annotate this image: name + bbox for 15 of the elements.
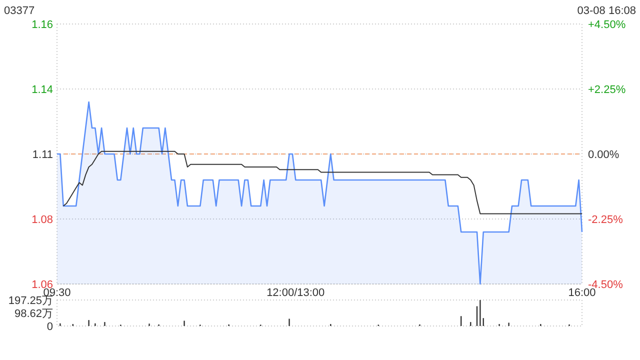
y-tick-label: 1.14 — [32, 84, 53, 96]
y2-tick-label: 0.00% — [588, 149, 620, 161]
y-tick-label: 1.16 — [32, 19, 53, 31]
x-tick-label: 16:00 — [568, 287, 596, 299]
y-tick-label: 1.08 — [32, 214, 53, 226]
y-tick-label: 0 — [46, 321, 53, 333]
y-tick-label: 98.62万 — [14, 308, 53, 320]
text: 03-08 16:08 — [577, 5, 636, 17]
y-tick-label: 1.11 — [32, 149, 53, 161]
chart-title: 03377 — [4, 5, 35, 17]
y2-tick-label: -2.25% — [588, 214, 624, 226]
y2-tick-label: +4.50% — [588, 19, 626, 31]
y2-tick-label: +2.25% — [588, 84, 626, 96]
x-tick-label: 12:00/13:00 — [266, 287, 325, 299]
line-series — [62, 150, 582, 214]
